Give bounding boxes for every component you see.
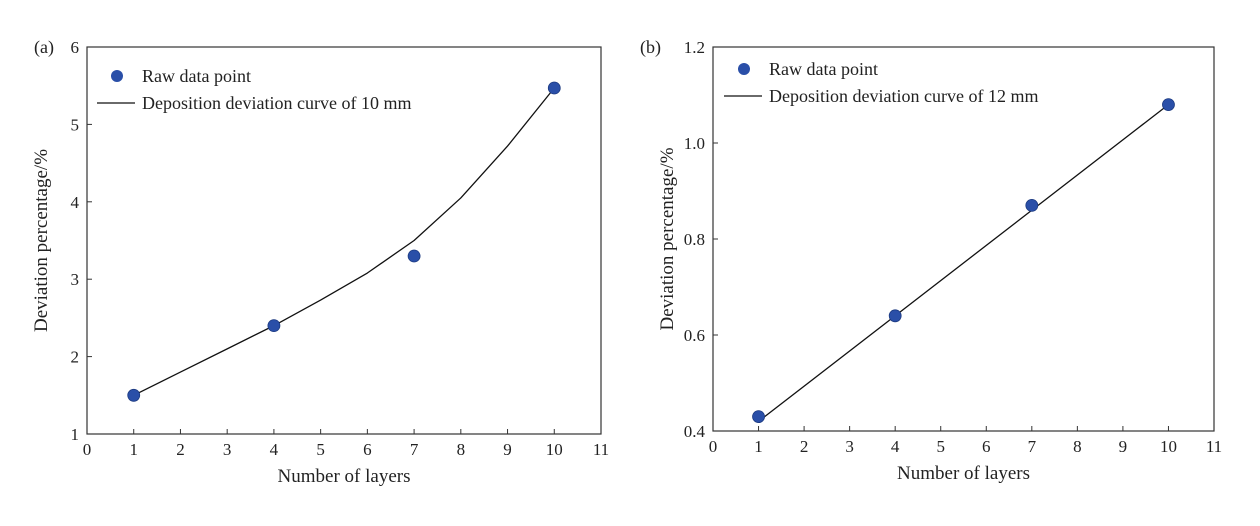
x-tick-label: 7 — [410, 440, 419, 459]
y-tick-label: 5 — [71, 115, 80, 134]
x-tick-label: 4 — [270, 440, 279, 459]
x-tick-label: 6 — [363, 440, 372, 459]
x-tick-label: 5 — [936, 437, 945, 456]
x-tick-label: 6 — [982, 437, 991, 456]
data-point — [267, 319, 281, 333]
x-tick-label: 4 — [891, 437, 900, 456]
fit-curve-line — [758, 104, 1169, 422]
y-axis-label: Deviation percentage/% — [31, 149, 52, 332]
x-tick-label: 0 — [83, 440, 92, 459]
y-tick-label: 6 — [71, 38, 80, 57]
y-tick-label: 1.0 — [684, 134, 705, 153]
data-point — [752, 410, 765, 424]
data-point — [1162, 98, 1175, 111]
y-tick-label: 0.6 — [684, 326, 705, 345]
legend-label-line: Deposition deviation curve of 10 mm — [142, 93, 411, 113]
x-tick-label: 0 — [709, 437, 718, 456]
x-tick-label: 1 — [129, 440, 138, 459]
panel-label: (a) — [34, 37, 54, 58]
y-tick-label: 1.2 — [684, 38, 705, 57]
x-tick-label: 2 — [176, 440, 185, 459]
x-tick-label: 2 — [800, 437, 809, 456]
x-tick-label: 11 — [1206, 437, 1222, 456]
x-tick-label: 7 — [1028, 437, 1037, 456]
x-tick-label: 9 — [1119, 437, 1128, 456]
x-tick-label: 5 — [316, 440, 325, 459]
y-tick-label: 0.8 — [684, 230, 705, 249]
x-axis-label: Number of layers — [897, 463, 1030, 484]
x-tick-label: 11 — [593, 440, 609, 459]
x-tick-label: 8 — [457, 440, 466, 459]
x-tick-label: 1 — [754, 437, 763, 456]
data-point — [407, 249, 421, 263]
x-tick-label: 8 — [1073, 437, 1082, 456]
y-tick-label: 4 — [71, 193, 80, 212]
legend-marker-points — [111, 70, 123, 82]
fit-curve-line — [133, 87, 555, 396]
x-axis-label: Number of layers — [278, 466, 411, 487]
data-point — [127, 388, 141, 402]
x-tick-label: 10 — [546, 440, 563, 459]
legend-label-points: Raw data point — [142, 66, 251, 86]
plot-frame — [86, 46, 602, 435]
legend-label-line: Deposition deviation curve of 12 mm — [769, 86, 1038, 106]
data-point — [1025, 198, 1039, 212]
x-tick-label: 10 — [1160, 437, 1177, 456]
data-point — [888, 309, 902, 323]
y-axis-label: Deviation percentage/% — [657, 147, 678, 330]
y-tick-label: 1 — [71, 425, 80, 444]
legend-marker-points — [738, 63, 750, 75]
x-tick-label: 3 — [223, 440, 232, 459]
legend-label-points: Raw data point — [769, 59, 878, 79]
data-point — [547, 81, 561, 95]
panel-label: (b) — [640, 37, 661, 58]
y-tick-label: 3 — [71, 270, 80, 289]
y-tick-label: 0.4 — [684, 422, 706, 441]
x-tick-label: 9 — [503, 440, 512, 459]
chart-panel-b: 0 1 2 3 4 5 6 7 8 9 10 11 0.4 0.6 0.8 1.0 1.2 (b) Number o… — [640, 37, 1222, 484]
y-tick-label: 2 — [71, 348, 80, 367]
x-tick-label: 3 — [845, 437, 854, 456]
